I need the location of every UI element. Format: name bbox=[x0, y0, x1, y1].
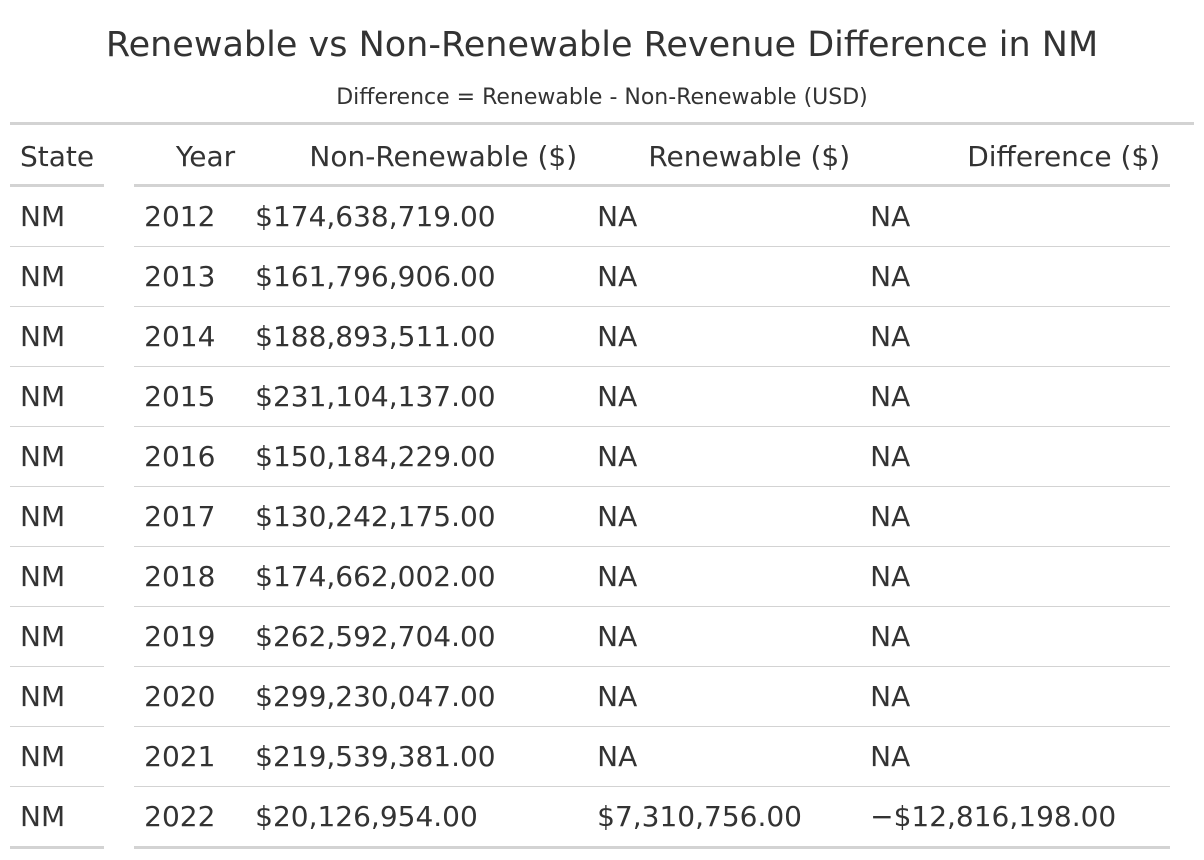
header-gap bbox=[104, 128, 134, 187]
cell-non-renewable: $188,893,511.00 bbox=[245, 307, 588, 367]
table-row: NM 2014 $188,893,511.00 NA NA bbox=[10, 307, 1171, 367]
cell-non-renewable: $174,662,002.00 bbox=[245, 547, 588, 607]
cell-gap bbox=[104, 307, 134, 367]
cell-state: NM bbox=[10, 367, 105, 427]
cell-year: 2018 bbox=[134, 547, 246, 607]
cell-year: 2019 bbox=[134, 607, 246, 667]
cell-renewable: NA bbox=[587, 667, 861, 727]
cell-gap bbox=[104, 547, 134, 607]
header-state: State bbox=[10, 128, 105, 187]
cell-non-renewable: $231,104,137.00 bbox=[245, 367, 588, 427]
table-row: NM 2015 $231,104,137.00 NA NA bbox=[10, 367, 1171, 427]
cell-renewable: NA bbox=[587, 607, 861, 667]
header-renewable: Renewable ($) bbox=[587, 128, 861, 187]
cell-year: 2015 bbox=[134, 367, 246, 427]
cell-year: 2021 bbox=[134, 727, 246, 787]
top-rule bbox=[10, 122, 1194, 125]
cell-gap bbox=[104, 787, 134, 849]
cell-renewable: NA bbox=[587, 487, 861, 547]
header-non-renewable: Non-Renewable ($) bbox=[245, 128, 588, 187]
cell-state: NM bbox=[10, 307, 105, 367]
cell-state: NM bbox=[10, 727, 105, 787]
cell-non-renewable: $150,184,229.00 bbox=[245, 427, 588, 487]
cell-year: 2016 bbox=[134, 427, 246, 487]
table-row: NM 2018 $174,662,002.00 NA NA bbox=[10, 547, 1171, 607]
table-subtitle: Difference = Renewable - Non-Renewable (… bbox=[336, 85, 868, 110]
cell-gap bbox=[104, 667, 134, 727]
cell-renewable: NA bbox=[587, 427, 861, 487]
cell-renewable: NA bbox=[587, 187, 861, 247]
cell-non-renewable: $262,592,704.00 bbox=[245, 607, 588, 667]
table-body: NM 2012 $174,638,719.00 NA NA NM 2013 $161,796,… bbox=[10, 187, 1171, 849]
cell-difference: NA bbox=[860, 427, 1171, 487]
table-row: NM 2019 $262,592,704.00 NA NA bbox=[10, 607, 1171, 667]
cell-difference: NA bbox=[860, 187, 1171, 247]
cell-year: 2012 bbox=[134, 187, 246, 247]
table-title: Renewable vs Non-Renewable Revenue Diffe… bbox=[105, 25, 1099, 65]
cell-state: NM bbox=[10, 667, 105, 727]
header-row: State Year Non-Renewable ($) Renewable (… bbox=[10, 128, 1171, 187]
table-row: NM 2012 $174,638,719.00 NA NA bbox=[10, 187, 1171, 247]
cell-difference: NA bbox=[860, 667, 1171, 727]
cell-gap bbox=[104, 247, 134, 307]
cell-non-renewable: $161,796,906.00 bbox=[245, 247, 588, 307]
cell-year: 2022 bbox=[134, 787, 246, 849]
cell-renewable: $7,310,756.00 bbox=[587, 787, 861, 849]
cell-difference: NA bbox=[860, 727, 1171, 787]
table-row: NM 2017 $130,242,175.00 NA NA bbox=[10, 487, 1171, 547]
cell-state: NM bbox=[10, 427, 105, 487]
table-row: NM 2022 $20,126,954.00 $7,310,756.00 −$12,81… bbox=[10, 787, 1171, 849]
cell-state: NM bbox=[10, 787, 105, 849]
cell-non-renewable: $174,638,719.00 bbox=[245, 187, 588, 247]
cell-renewable: NA bbox=[587, 307, 861, 367]
cell-gap bbox=[104, 727, 134, 787]
cell-state: NM bbox=[10, 487, 105, 547]
table-row: NM 2016 $150,184,229.00 NA NA bbox=[10, 427, 1171, 487]
cell-non-renewable: $130,242,175.00 bbox=[245, 487, 588, 547]
header-difference: Difference ($) bbox=[860, 128, 1171, 187]
table-row: NM 2021 $219,539,381.00 NA NA bbox=[10, 727, 1171, 787]
cell-year: 2014 bbox=[134, 307, 246, 367]
cell-non-renewable: $219,539,381.00 bbox=[245, 727, 588, 787]
cell-year: 2017 bbox=[134, 487, 246, 547]
cell-renewable: NA bbox=[587, 727, 861, 787]
table-row: NM 2020 $299,230,047.00 NA NA bbox=[10, 667, 1171, 727]
cell-year: 2020 bbox=[134, 667, 246, 727]
cell-difference: NA bbox=[860, 607, 1171, 667]
cell-difference: NA bbox=[860, 367, 1171, 427]
cell-gap bbox=[104, 187, 134, 247]
cell-gap bbox=[104, 427, 134, 487]
header-year: Year bbox=[134, 128, 246, 187]
cell-state: NM bbox=[10, 187, 105, 247]
cell-state: NM bbox=[10, 247, 105, 307]
cell-difference: NA bbox=[860, 547, 1171, 607]
cell-difference: NA bbox=[860, 307, 1171, 367]
cell-gap bbox=[104, 607, 134, 667]
cell-renewable: NA bbox=[587, 547, 861, 607]
cell-gap bbox=[104, 367, 134, 427]
cell-renewable: NA bbox=[587, 367, 861, 427]
cell-non-renewable: $299,230,047.00 bbox=[245, 667, 588, 727]
cell-difference: NA bbox=[860, 487, 1171, 547]
cell-year: 2013 bbox=[134, 247, 246, 307]
table-row: NM 2013 $161,796,906.00 NA NA bbox=[10, 247, 1171, 307]
revenue-table: State Year Non-Renewable ($) Renewable (… bbox=[10, 128, 1171, 849]
cell-state: NM bbox=[10, 547, 105, 607]
cell-difference: −$12,816,198.00 bbox=[860, 787, 1171, 849]
cell-gap bbox=[104, 487, 134, 547]
cell-difference: NA bbox=[860, 247, 1171, 307]
cell-renewable: NA bbox=[587, 247, 861, 307]
cell-state: NM bbox=[10, 607, 105, 667]
cell-non-renewable: $20,126,954.00 bbox=[245, 787, 588, 849]
